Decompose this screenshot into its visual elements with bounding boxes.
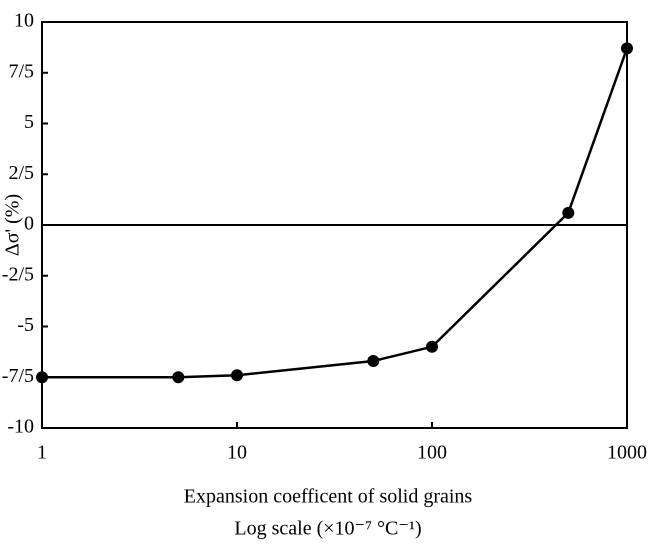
y-tick-label: -7/5 (2, 365, 34, 387)
y-tick-label: -2/5 (2, 263, 34, 285)
x-tick-label: 100 (417, 442, 447, 464)
data-point (621, 42, 633, 55)
data-point (367, 355, 380, 368)
y-tick-label: -5 (17, 314, 34, 336)
y-tick-label: 10 (14, 10, 34, 32)
y-tick-label: 5 (24, 111, 34, 133)
data-point (426, 340, 438, 353)
data-point (172, 371, 185, 384)
data-point (36, 371, 48, 384)
y-axis-label: Δσ' (%) (2, 194, 24, 256)
data-point (231, 369, 243, 382)
x-axis-label-2: Log scale (×10⁻⁷ °C⁻¹) (234, 518, 421, 540)
series-line (42, 47, 629, 379)
x-axis-label: Expansion coefficent of solid grains (184, 486, 473, 508)
x-tick-label: 1000 (607, 442, 647, 464)
y-tick-label: 7/5 (8, 60, 34, 82)
y-tick-label: 2/5 (8, 162, 34, 184)
y-tick-label: 0 (24, 213, 34, 235)
x-tick-label: 1 (37, 442, 47, 464)
data-point (562, 206, 575, 219)
x-tick-label: 10 (227, 442, 247, 464)
y-tick-label: -10 (7, 416, 34, 438)
